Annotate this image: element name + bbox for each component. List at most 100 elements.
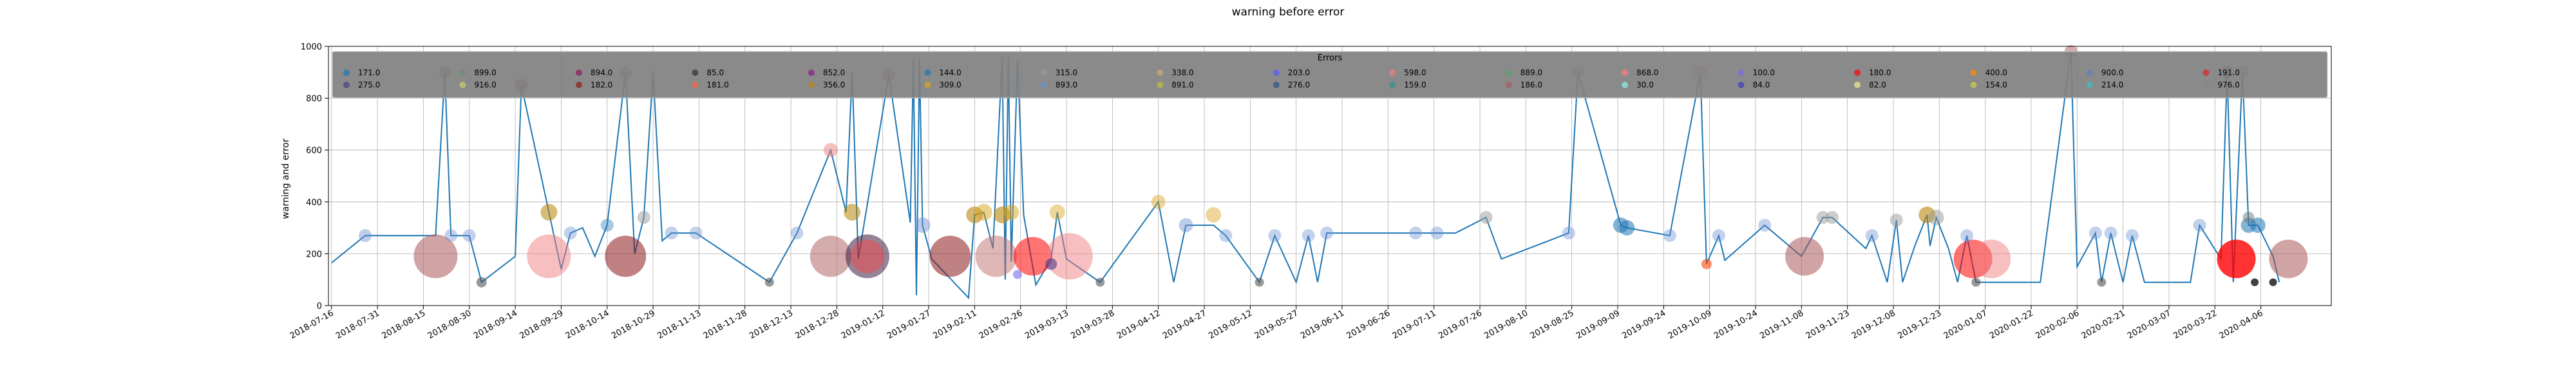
- scatter-point: [975, 203, 992, 221]
- legend-marker: [808, 69, 815, 76]
- scatter-point: [1430, 226, 1444, 240]
- y-tick-label: 0: [317, 302, 322, 311]
- x-tick-label: 2018-11-13: [656, 308, 703, 341]
- scatter-point: [1712, 229, 1725, 243]
- scatter-point: [844, 203, 861, 221]
- legend-entry-label: 356.0: [823, 80, 845, 89]
- legend-marker: [1622, 69, 1629, 76]
- legend-marker: [575, 69, 582, 76]
- scatter-point: [2125, 229, 2139, 243]
- legend-marker: [2087, 82, 2094, 88]
- x-tick-label: 2019-10-09: [1667, 308, 1714, 341]
- legend-entry-label: 338.0: [1171, 68, 1193, 77]
- legend-marker: [1389, 82, 1396, 88]
- scatter-point: [444, 229, 458, 243]
- scatter-point: [1889, 214, 1903, 227]
- x-tick-label: 2019-12-08: [1850, 308, 1897, 341]
- scatter-point: [1928, 209, 1944, 225]
- x-tick-label: 2019-08-10: [1482, 308, 1530, 341]
- legend-entry-label: 100.0: [1753, 68, 1775, 77]
- scatter-point: [2269, 239, 2308, 279]
- scatter-point: [1816, 210, 1830, 224]
- x-tick-label: 2018-07-16: [289, 308, 336, 341]
- x-tick-label: 2020-03-22: [2172, 308, 2219, 341]
- legend-marker: [1389, 69, 1396, 76]
- y-tick-label: 400: [306, 198, 322, 208]
- legend-marker: [459, 69, 466, 76]
- scatter-point: [665, 226, 678, 240]
- plot-frame: [328, 46, 2332, 306]
- scatter-point: [1255, 277, 1264, 287]
- scatter-point: [1206, 207, 1222, 223]
- scatter-point: [1865, 229, 1879, 243]
- legend-entry-label: 315.0: [1056, 68, 1077, 77]
- scatter-point: [1013, 237, 1052, 276]
- scatter-point: [1320, 226, 1334, 240]
- scatter-point: [823, 143, 838, 158]
- scatter-point: [914, 217, 931, 234]
- x-tick-label: 2019-02-26: [978, 308, 1025, 341]
- scatter-point: [764, 277, 774, 287]
- legend: Errors 171.0 275.0 899.0 916.0 894.0 182.0 85.0…: [332, 51, 2328, 98]
- x-tick-label: 2019-08-25: [1529, 308, 1576, 341]
- legend-marker: [1738, 69, 1745, 76]
- x-tick-label: 2018-12-13: [748, 308, 795, 341]
- legend-marker: [924, 69, 931, 76]
- legend-marker: [2202, 69, 2210, 76]
- scatter-point: [600, 219, 614, 232]
- scatter-point: [1151, 194, 1166, 209]
- y-tick-label: 800: [306, 95, 322, 104]
- x-tick-label: 2018-09-29: [518, 308, 565, 341]
- legend-entry-label: 899.0: [474, 68, 496, 77]
- legend-entry-label: 82.0: [1869, 80, 1886, 89]
- scatter-point: [2217, 239, 2256, 279]
- x-tick-label: 2019-03-13: [1023, 308, 1070, 341]
- legend-box: [332, 51, 2328, 98]
- legend-marker: [692, 82, 699, 88]
- legend-marker: [343, 82, 350, 88]
- x-tick-label: 2018-11-28: [702, 308, 749, 341]
- x-tick-label: 2019-06-11: [1299, 308, 1346, 341]
- scatter-point: [1785, 237, 1824, 276]
- legend-marker: [1505, 82, 1512, 88]
- legend-entry-label: 214.0: [2101, 80, 2123, 89]
- legend-marker: [1970, 69, 1977, 76]
- legend-entry-label: 852.0: [823, 68, 845, 77]
- legend-marker: [1505, 69, 1512, 76]
- legend-entry-label: 868.0: [1636, 68, 1658, 77]
- legend-entry-label: 400.0: [1985, 68, 2007, 77]
- scatter-point: [1479, 210, 1493, 224]
- legend-entry-label: 894.0: [591, 68, 612, 77]
- x-tick-label: 2018-08-15: [380, 308, 427, 341]
- legend-entry-label: 171.0: [358, 68, 380, 77]
- legend-marker: [343, 69, 350, 76]
- scatter-point: [540, 203, 558, 221]
- scatter-point: [1049, 204, 1065, 220]
- x-tick-label: 2019-09-24: [1620, 308, 1667, 341]
- x-tick-label: 2018-07-31: [334, 308, 381, 341]
- legend-entry-label: 85.0: [706, 68, 724, 77]
- x-tick-label: 2018-08-30: [426, 308, 473, 341]
- legend-marker: [1854, 82, 1861, 88]
- scatter-point: [462, 229, 476, 243]
- scatter-point: [413, 234, 458, 279]
- scatter-point: [2249, 217, 2266, 234]
- legend-marker: [1738, 82, 1745, 88]
- y-tick-label: 1000: [301, 42, 322, 52]
- scatter-point: [1825, 210, 1839, 224]
- legend-marker: [1157, 82, 1164, 88]
- scatter-point: [810, 235, 851, 277]
- chart-title: warning before error: [1232, 6, 1345, 19]
- scatter-point: [359, 229, 372, 243]
- legend-marker: [1622, 82, 1629, 88]
- scatter-point: [1302, 229, 1315, 243]
- legend-entry-label: 181.0: [706, 80, 728, 89]
- scatter-point: [845, 234, 889, 279]
- scatter-point: [2088, 226, 2102, 240]
- legend-entry-label: 891.0: [1171, 80, 1193, 89]
- scatter-point: [2097, 277, 2107, 287]
- scatter-point: [1960, 229, 1974, 243]
- x-tick-label: 2018-12-28: [793, 308, 840, 341]
- legend-marker: [808, 82, 815, 88]
- x-tick-label: 2019-07-11: [1391, 308, 1438, 341]
